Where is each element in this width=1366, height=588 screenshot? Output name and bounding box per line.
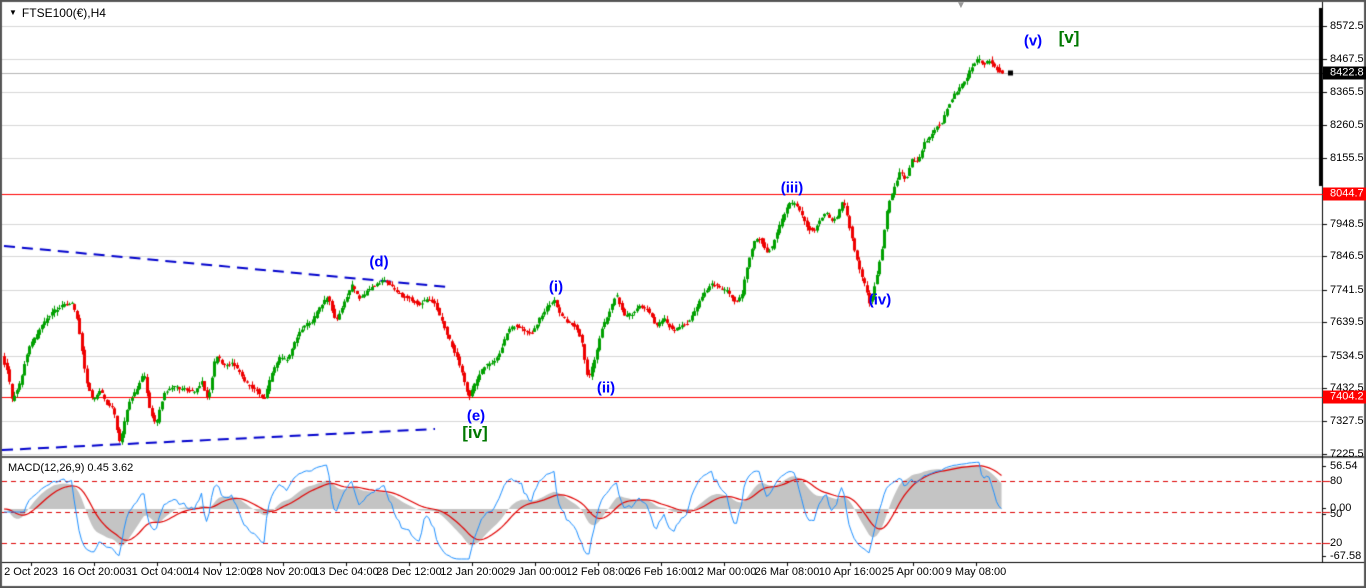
wave-label-ii[interactable]: (ii) [596,379,616,397]
wave-label-d[interactable]: (d) [369,253,389,271]
time-axis-label: 26 Feb 16:00 [628,566,694,578]
price-axis-label: 7639.5 [1330,316,1364,329]
level-price-box: 8044.7 [1323,187,1366,200]
price-axis-label: 8467.5 [1330,53,1364,66]
wave-label-v[interactable]: [v] [1058,28,1080,47]
price-axis-label: 8365.5 [1330,85,1364,98]
time-axis-label: 31 Oct 04:00 [125,566,189,578]
time-axis-label: 25 Apr 00:00 [881,566,945,578]
time-axis-label: 13 Dec 04:00 [313,566,379,578]
wave-label-iii[interactable]: (iii) [780,179,804,197]
time-axis-label: 2 Oct 2023 [4,566,58,578]
price-axis-label: 7327.5 [1330,415,1364,428]
indicator-axis-label: 0.00 [1330,502,1352,514]
time-axis-label: 28 Dec 12:00 [376,566,442,578]
time-axis-label: 10 Apr 16:00 [818,566,882,578]
indicator-axis-label: 80 [1330,475,1343,487]
time-axis-label: 29 Jan 00:00 [503,566,567,578]
wave-label-i[interactable]: (i) [548,278,564,296]
indicator-label: MACD(12,26,9) 0.45 3.62 [8,462,136,474]
wave-label-e[interactable]: (e) [466,407,486,425]
chart-shift-marker-icon[interactable]: ▼ [956,0,966,11]
price-axis-label: 8572.5 [1330,19,1364,32]
indicator-values: 0.45 3.62 [87,462,134,474]
time-axis-label: 12 Jan 20:00 [440,566,504,578]
indicator-axis-label: 50 [1330,508,1343,520]
indicator-name: MACD(12,26,9) [8,462,85,474]
time-axis-label: 26 Mar 08:00 [754,566,820,578]
time-axis-label: 9 May 08:00 [945,566,1007,578]
current-price-box: 8422.8 [1323,66,1366,80]
chart-title: ▼ FTSE100(€),H4 [9,6,106,20]
price-axis-label: 7741.5 [1330,283,1364,296]
time-axis-label: 16 Oct 20:00 [62,566,126,578]
time-axis-label: 14 Nov 12:00 [187,566,253,578]
wave-label-iv[interactable]: (iv) [868,291,892,309]
symbol-dropdown-icon[interactable]: ▼ [9,8,17,17]
time-axis-label: 28 Nov 20:00 [250,566,316,578]
price-axis-label: 8155.5 [1330,152,1364,165]
indicator-axis-label: 20 [1330,537,1343,549]
price-axis-label: 7948.5 [1330,218,1364,231]
price-axis-label: 7846.5 [1330,250,1364,263]
indicator-axis-label: -67.58 [1330,550,1362,562]
symbol-timeframe-label: FTSE100(€),H4 [21,6,106,20]
price-axis-label: 7534.5 [1330,349,1364,362]
indicator-axis-label: 56.54 [1330,460,1358,472]
price-axis-label: 8260.5 [1330,118,1364,131]
wave-label-iv[interactable]: [iv] [462,423,488,442]
wave-label-v[interactable]: (v) [1023,32,1043,50]
price-axis-label: 7225.5 [1330,447,1364,460]
time-axis-label: 12 Mar 00:00 [691,566,757,578]
time-axis-label: 12 Feb 08:00 [565,566,631,578]
level-price-box: 7404.2 [1323,390,1366,404]
